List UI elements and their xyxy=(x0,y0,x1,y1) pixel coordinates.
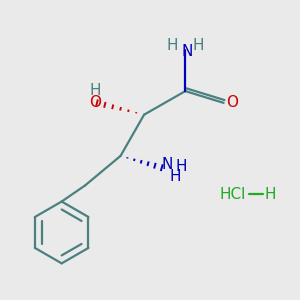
Text: HCl: HCl xyxy=(219,187,246,202)
Text: O: O xyxy=(226,95,238,110)
Text: H: H xyxy=(166,38,178,53)
Text: N: N xyxy=(162,157,173,172)
Text: H: H xyxy=(265,187,277,202)
Text: N: N xyxy=(181,44,193,59)
Text: H: H xyxy=(193,38,204,53)
Text: H: H xyxy=(90,83,101,98)
Text: H: H xyxy=(169,169,181,184)
Text: O: O xyxy=(89,95,101,110)
Text: H: H xyxy=(175,159,187,174)
